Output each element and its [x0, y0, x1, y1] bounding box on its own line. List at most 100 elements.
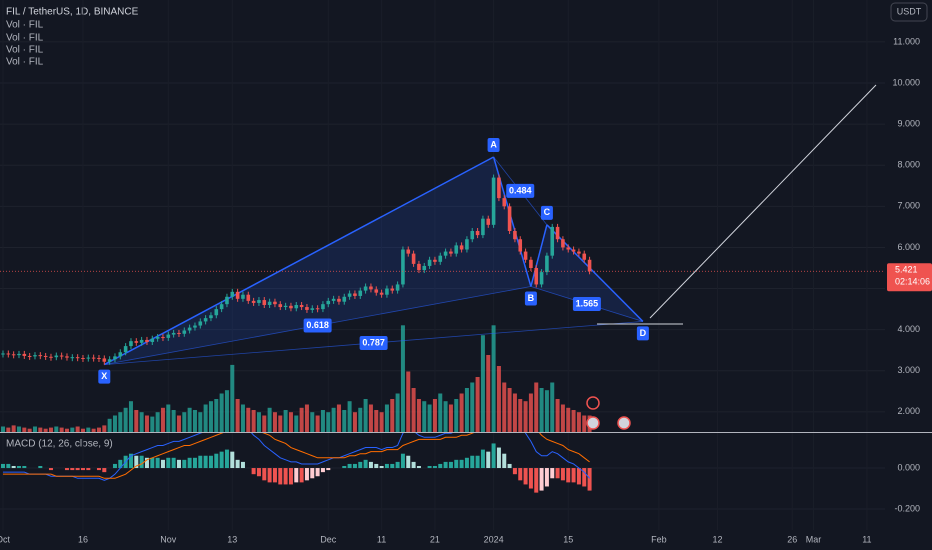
volume-bar: [155, 412, 160, 432]
candle: [102, 358, 107, 362]
macd-histogram-bar: [400, 453, 405, 469]
macd-histogram-bar: [224, 449, 229, 469]
candle: [38, 355, 43, 357]
volume-bar: [326, 412, 331, 432]
macd-histogram-bar: [144, 457, 149, 469]
currency-label: USDT: [897, 6, 922, 16]
candle: [459, 245, 464, 250]
pattern-point-badge: [636, 326, 649, 341]
volume-bar: [278, 415, 283, 432]
volume-bar: [320, 410, 325, 432]
volume-bar: [75, 426, 80, 432]
volume-bar: [352, 412, 357, 432]
pattern-point-badge: [487, 138, 500, 153]
volume-bar: [411, 388, 416, 432]
volume-bar: [299, 407, 304, 432]
volume-bar: [123, 407, 128, 432]
macd-histogram-bar: [507, 463, 512, 469]
candle: [331, 298, 336, 301]
candle: [470, 231, 475, 240]
volume-bar: [139, 412, 144, 432]
indicator-label: Vol · FIL: [6, 45, 44, 56]
macd-histogram-bar: [523, 468, 528, 485]
candle: [1, 353, 5, 355]
candle: [369, 286, 373, 290]
pattern-point-label: B: [528, 293, 535, 303]
candle: [502, 198, 507, 207]
pattern-point-badge: [540, 205, 553, 220]
candle: [395, 284, 400, 291]
macd-histogram-bar: [150, 457, 155, 469]
signal-line: [2, 433, 590, 479]
macd-histogram-bar: [496, 447, 501, 469]
volume-bar: [283, 410, 288, 432]
x-tick-label: Oct: [0, 534, 10, 544]
candle: [123, 346, 128, 353]
macd-histogram-bar: [6, 463, 11, 469]
candle: [582, 253, 587, 260]
macd-histogram-bar: [235, 459, 240, 469]
macd-histogram-bar: [70, 468, 75, 471]
candle: [539, 272, 544, 285]
x-tick-label: Dec: [320, 534, 337, 544]
candle: [401, 249, 405, 285]
candle: [273, 301, 277, 305]
candle: [86, 357, 91, 359]
volume-bar: [128, 401, 133, 432]
candle: [534, 267, 539, 285]
volume-bar: [91, 428, 96, 432]
macd-histogram-bar: [587, 468, 592, 491]
macd-histogram-bar: [326, 468, 331, 471]
macd-histogram-bar: [192, 457, 197, 469]
y-tick-label: 9.000: [897, 119, 920, 129]
candle: [241, 294, 245, 299]
macd-histogram-bar: [571, 468, 576, 483]
volume-bar: [523, 401, 528, 432]
candle: [171, 332, 176, 335]
volume-bar: [219, 393, 224, 432]
candle: [43, 355, 48, 357]
volume-bar: [368, 404, 373, 432]
volume-bar: [246, 407, 251, 432]
volume-bar: [400, 325, 405, 432]
macd-histogram-bar: [534, 468, 539, 493]
candle: [27, 355, 32, 357]
ratio-label: 1.565: [576, 298, 599, 308]
candle: [550, 226, 555, 256]
candle: [91, 357, 96, 359]
event-icon[interactable]: [586, 396, 600, 410]
candle: [347, 293, 352, 297]
volume-bar: [38, 427, 43, 432]
candle: [65, 356, 69, 358]
macd-histogram-bar: [208, 455, 213, 469]
volume-bar: [406, 371, 411, 432]
macd-histogram-bar: [139, 455, 144, 469]
volume-bar: [507, 388, 512, 432]
volume-bar: [582, 415, 587, 432]
x-tick-label: 11: [377, 534, 386, 544]
volume-bar: [267, 407, 272, 432]
macd-histogram-bar: [294, 468, 299, 483]
x-tick-label: 26: [787, 534, 797, 544]
candle: [310, 308, 315, 310]
macd-histogram-bar: [459, 459, 464, 469]
candle: [70, 357, 75, 359]
event-icon[interactable]: [586, 416, 600, 430]
x-tick-label: 21: [430, 534, 440, 544]
ratio-label: 0.484: [509, 185, 532, 195]
ratio-label: 0.618: [306, 320, 329, 330]
macd-histogram-bar: [267, 468, 272, 483]
macd-histogram-bar: [464, 457, 469, 469]
currency-button[interactable]: [890, 2, 928, 22]
candle: [497, 177, 501, 199]
macd-histogram-bar: [0, 463, 5, 469]
event-icon[interactable]: [617, 416, 631, 430]
macd-histogram-bar: [80, 468, 85, 471]
volume-bar: [11, 425, 16, 432]
macd-histogram-bar: [448, 461, 453, 469]
candle: [129, 341, 133, 347]
volume-bar: [432, 399, 437, 432]
candle: [145, 339, 149, 342]
volume-bar: [342, 410, 347, 432]
candle: [513, 231, 517, 240]
